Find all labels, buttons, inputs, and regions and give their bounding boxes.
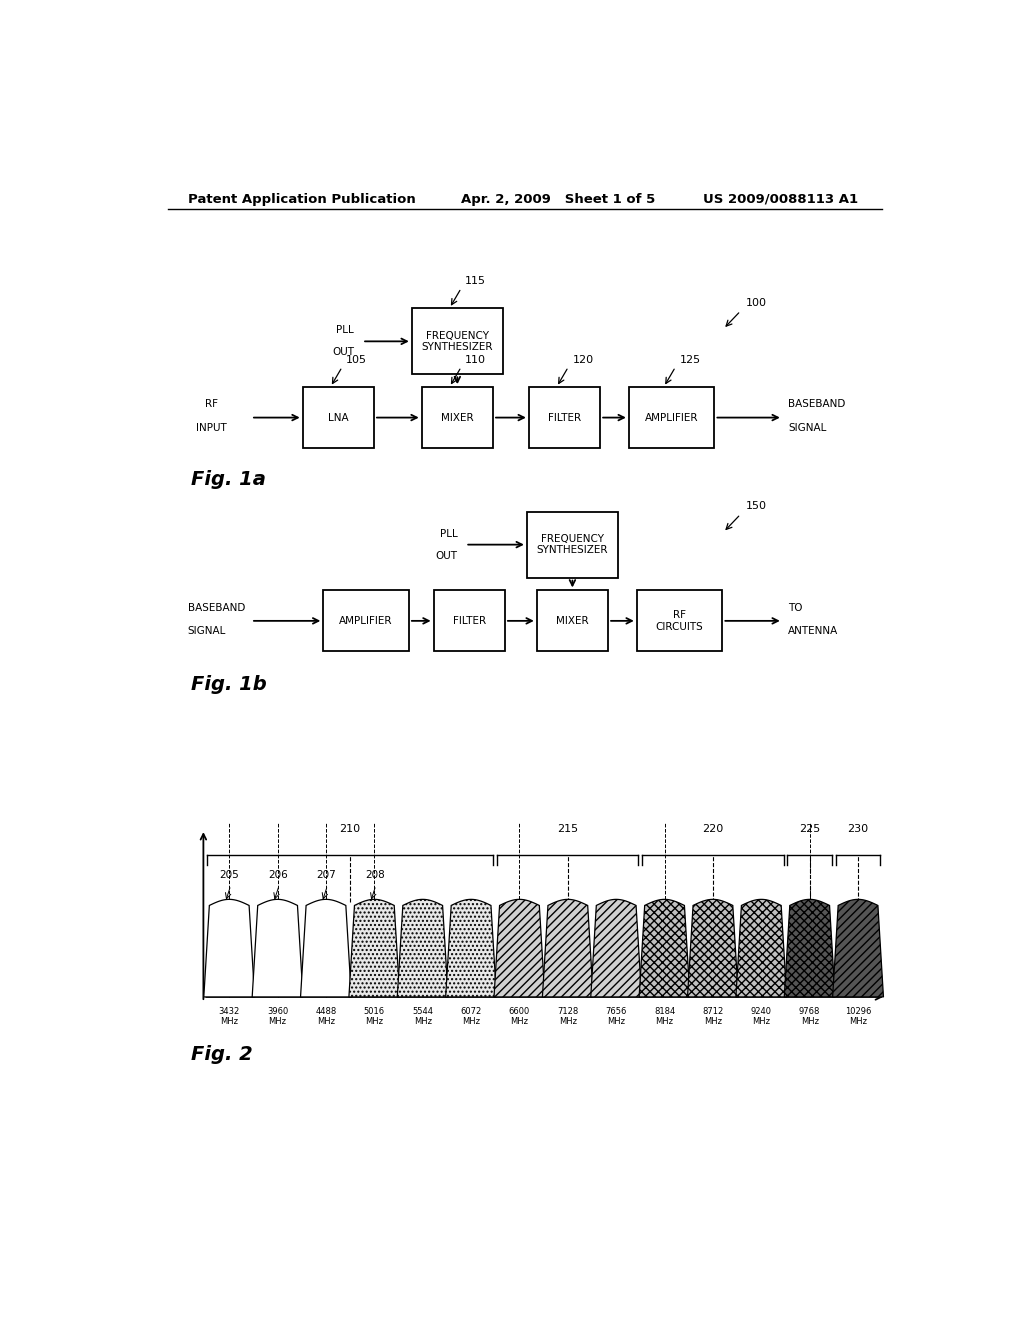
Bar <box>526 512 618 578</box>
Text: INPUT: INPUT <box>196 422 226 433</box>
Text: 6600
MHz: 6600 MHz <box>509 1007 530 1027</box>
Text: 5544
MHz: 5544 MHz <box>413 1007 433 1027</box>
Text: RF
CIRCUITS: RF CIRCUITS <box>655 610 703 632</box>
Text: 100: 100 <box>745 298 766 308</box>
Text: 150: 150 <box>745 502 766 511</box>
Text: Fig. 1a: Fig. 1a <box>191 470 266 490</box>
Text: 125: 125 <box>680 355 700 364</box>
Text: LNA: LNA <box>328 413 348 422</box>
Text: SIGNAL: SIGNAL <box>788 422 826 433</box>
Text: 207: 207 <box>316 870 336 880</box>
Text: PLL: PLL <box>439 528 458 539</box>
Polygon shape <box>639 899 690 997</box>
Bar <box>629 387 715 447</box>
Text: 7656
MHz: 7656 MHz <box>605 1007 627 1027</box>
Text: FREQUENCY
SYNTHESIZER: FREQUENCY SYNTHESIZER <box>422 330 494 352</box>
Bar <box>537 590 608 651</box>
Text: 205: 205 <box>220 870 240 880</box>
Text: 215: 215 <box>557 824 579 834</box>
Text: 9768
MHz: 9768 MHz <box>799 1007 820 1027</box>
Text: 8184
MHz: 8184 MHz <box>654 1007 675 1027</box>
Text: 115: 115 <box>465 276 486 286</box>
Polygon shape <box>397 899 449 997</box>
Polygon shape <box>833 899 884 997</box>
Text: ANTENNA: ANTENNA <box>788 626 839 636</box>
Text: 120: 120 <box>572 355 594 364</box>
Text: 8712
MHz: 8712 MHz <box>702 1007 724 1027</box>
Text: US 2009/0088113 A1: US 2009/0088113 A1 <box>703 193 858 206</box>
Text: FILTER: FILTER <box>548 413 581 422</box>
Polygon shape <box>445 899 497 997</box>
Text: MIXER: MIXER <box>441 413 474 422</box>
Text: 9240
MHz: 9240 MHz <box>751 1007 772 1027</box>
Polygon shape <box>591 899 642 997</box>
Text: MIXER: MIXER <box>556 616 589 626</box>
Text: 6072
MHz: 6072 MHz <box>461 1007 481 1027</box>
Polygon shape <box>204 899 255 997</box>
Polygon shape <box>687 899 738 997</box>
Text: 105: 105 <box>346 355 368 364</box>
Bar <box>433 590 505 651</box>
Text: Fig. 2: Fig. 2 <box>191 1044 253 1064</box>
Text: 3432
MHz: 3432 MHz <box>218 1007 240 1027</box>
Text: BASEBAND: BASEBAND <box>788 400 846 409</box>
Polygon shape <box>300 899 351 997</box>
Text: 110: 110 <box>465 355 486 364</box>
Text: 7128
MHz: 7128 MHz <box>557 1007 579 1027</box>
Polygon shape <box>543 899 593 997</box>
Bar <box>303 387 374 447</box>
Text: 206: 206 <box>268 870 288 880</box>
Text: OUT: OUT <box>332 347 354 358</box>
Polygon shape <box>784 899 836 997</box>
Text: AMPLIFIER: AMPLIFIER <box>339 616 393 626</box>
Bar <box>412 309 503 375</box>
Text: AMPLIFIER: AMPLIFIER <box>645 413 698 422</box>
Text: 10296
MHz: 10296 MHz <box>845 1007 871 1027</box>
Text: FREQUENCY
SYNTHESIZER: FREQUENCY SYNTHESIZER <box>537 533 608 556</box>
Text: PLL: PLL <box>337 325 354 335</box>
Text: Fig. 1b: Fig. 1b <box>191 675 267 694</box>
Polygon shape <box>252 899 303 997</box>
Bar <box>422 387 494 447</box>
Text: RF: RF <box>205 400 218 409</box>
Text: 225: 225 <box>799 824 820 834</box>
Text: BASEBAND: BASEBAND <box>187 603 245 612</box>
Text: OUT: OUT <box>435 550 458 561</box>
Text: SIGNAL: SIGNAL <box>187 626 226 636</box>
Text: 208: 208 <box>365 870 385 880</box>
Text: 220: 220 <box>702 824 724 834</box>
Text: FILTER: FILTER <box>453 616 485 626</box>
Bar <box>324 590 409 651</box>
Polygon shape <box>349 899 399 997</box>
Text: Patent Application Publication: Patent Application Publication <box>187 193 416 206</box>
Text: 5016
MHz: 5016 MHz <box>364 1007 385 1027</box>
Text: 230: 230 <box>848 824 868 834</box>
Text: 210: 210 <box>340 824 360 834</box>
Text: TO: TO <box>788 603 803 612</box>
Text: Apr. 2, 2009   Sheet 1 of 5: Apr. 2, 2009 Sheet 1 of 5 <box>461 193 655 206</box>
Polygon shape <box>736 899 786 997</box>
Polygon shape <box>494 899 545 997</box>
Bar <box>637 590 722 651</box>
Text: 3960
MHz: 3960 MHz <box>267 1007 288 1027</box>
Text: 4488
MHz: 4488 MHz <box>315 1007 337 1027</box>
Bar <box>528 387 600 447</box>
